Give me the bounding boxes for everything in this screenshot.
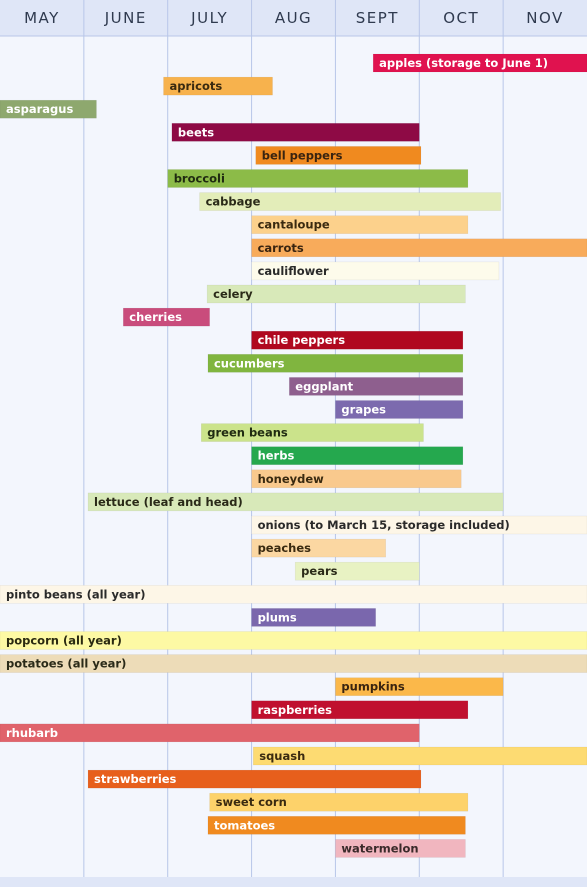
bar-label-celery: celery	[213, 287, 253, 301]
bar-label-pinto: pinto beans (all year)	[6, 587, 145, 601]
bar-label-asparagus: asparagus	[6, 102, 73, 116]
bar-celery	[206, 284, 466, 304]
bar-label-sweet: sweet corn	[216, 795, 287, 809]
bar-pumpkins	[335, 677, 504, 696]
bar-strawberries	[87, 769, 422, 789]
month-label-july: JULY	[190, 9, 228, 27]
bar-label-cabbage: cabbage	[206, 195, 261, 209]
bar-label-popcorn: popcorn (all year)	[6, 634, 122, 648]
bar-cauliflower	[251, 261, 500, 281]
bar-chile	[251, 330, 464, 350]
bar-label-pears: pears	[301, 564, 337, 578]
bar-label-carrots: carrots	[258, 241, 304, 255]
month-label-june: JUNE	[104, 9, 147, 27]
bar-herbs	[251, 446, 464, 465]
bar-label-pumpkins: pumpkins	[341, 680, 404, 694]
month-header-band	[0, 0, 587, 36]
bar-potatoes	[0, 654, 587, 673]
bar-label-broccoli: broccoli	[174, 172, 225, 186]
bar-squash	[252, 746, 587, 766]
bar-label-raspberries: raspberries	[258, 703, 333, 717]
bar-label-herbs: herbs	[258, 449, 295, 463]
bar-pears	[294, 561, 420, 581]
bar-label-green: green beans	[207, 426, 288, 440]
footer-band	[0, 877, 587, 887]
bar-label-squash: squash	[259, 749, 305, 763]
bar-apricots	[163, 76, 273, 96]
month-label-oct: OCT	[443, 9, 479, 27]
month-label-sept: SEPT	[356, 9, 399, 27]
bar-label-apricots: apricots	[170, 79, 223, 93]
bar-label-plums: plums	[258, 610, 297, 624]
bar-bell	[255, 146, 422, 165]
bar-label-cucumbers: cucumbers	[214, 356, 285, 370]
month-label-may: MAY	[24, 9, 60, 27]
bar-label-bell: bell peppers	[262, 148, 343, 162]
bar-cantaloupe	[251, 215, 469, 234]
bar-label-watermelon: watermelon	[341, 841, 418, 855]
bar-plums	[251, 608, 376, 627]
bar-cherries	[123, 307, 210, 327]
bar-label-cantaloupe: cantaloupe	[258, 218, 330, 232]
bar-sweet	[209, 792, 469, 812]
bar-label-cherries: cherries	[129, 310, 182, 324]
bar-label-chile: chile peppers	[258, 333, 346, 347]
bar-peaches	[251, 538, 386, 558]
bar-green	[201, 423, 424, 442]
produce-bars: apples (storage to June 1) apricots aspara…	[0, 53, 587, 858]
bar-honeydew	[251, 469, 462, 489]
month-label-aug: AUG	[275, 9, 312, 27]
bar-label-potatoes: potatoes (all year)	[6, 657, 126, 671]
bar-lettuce	[87, 492, 504, 512]
bar-label-lettuce: lettuce (leaf and head)	[94, 495, 243, 509]
bar-popcorn	[0, 631, 587, 650]
bar-grapes	[335, 400, 464, 419]
bar-label-beets: beets	[178, 125, 214, 139]
bar-cabbage	[199, 192, 501, 211]
bar-label-honeydew: honeydew	[258, 472, 325, 486]
bar-label-peaches: peaches	[258, 541, 312, 555]
bar-beets	[171, 123, 420, 142]
bar-label-strawberries: strawberries	[94, 772, 177, 786]
bar-raspberries	[251, 700, 469, 720]
bar-pinto	[0, 585, 587, 604]
bar-rhubarb	[0, 723, 420, 743]
bar-broccoli	[167, 169, 469, 188]
bar-asparagus	[0, 99, 97, 119]
bar-cucumbers	[207, 354, 464, 373]
bar-label-rhubarb: rhubarb	[6, 726, 58, 740]
bar-label-eggplant: eggplant	[295, 379, 353, 393]
bar-eggplant	[289, 377, 464, 396]
bar-label-grapes: grapes	[341, 403, 386, 417]
bar-label-cauliflower: cauliflower	[258, 264, 329, 278]
bar-label-onions: onions (to March 15, storage included)	[258, 518, 510, 532]
bar-label-tomatoes: tomatoes	[214, 818, 275, 832]
bar-label-apples: apples (storage to June 1)	[379, 56, 548, 70]
month-label-nov: NOV	[526, 9, 564, 27]
bar-watermelon	[335, 839, 466, 858]
bar-tomatoes	[207, 816, 466, 835]
